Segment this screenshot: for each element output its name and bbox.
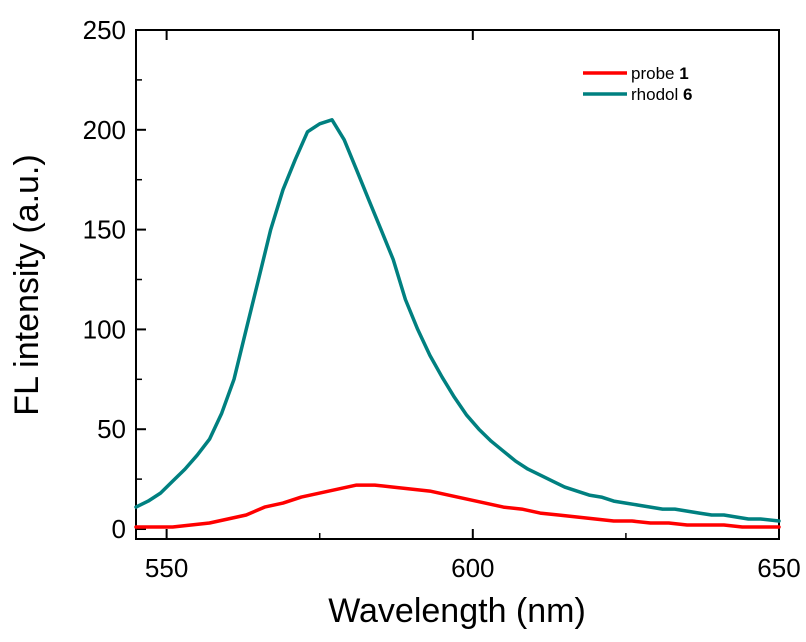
y-tick-label: 200 bbox=[83, 115, 126, 145]
x-tick-label: 600 bbox=[451, 553, 494, 583]
series-layer bbox=[134, 118, 781, 529]
y-tick-label: 250 bbox=[83, 15, 126, 45]
x-axis-label: Wavelength (nm) bbox=[328, 592, 586, 630]
series-line-rhodol bbox=[134, 118, 781, 523]
y-axis-label: FL intensity (a.u.) bbox=[8, 154, 46, 415]
x-tick-label: 650 bbox=[757, 553, 800, 583]
y-tick-label: 150 bbox=[83, 215, 126, 245]
y-tick-label: 0 bbox=[112, 514, 126, 544]
y-tick-label: 50 bbox=[97, 414, 126, 444]
y-tick-label: 100 bbox=[83, 314, 126, 344]
legend: probe 1 rhodol 6 bbox=[583, 64, 692, 104]
x-axis-ticks: 550 600 650 bbox=[145, 30, 801, 583]
legend-label-probe: probe 1 bbox=[631, 64, 689, 83]
x-tick-label: 550 bbox=[145, 553, 188, 583]
y-axis-ticks: 0 50 100 150 200 250 bbox=[83, 15, 146, 544]
series-line-probe bbox=[134, 483, 781, 529]
legend-label-rhodol: rhodol 6 bbox=[631, 85, 692, 104]
plot-frame bbox=[135, 29, 780, 540]
